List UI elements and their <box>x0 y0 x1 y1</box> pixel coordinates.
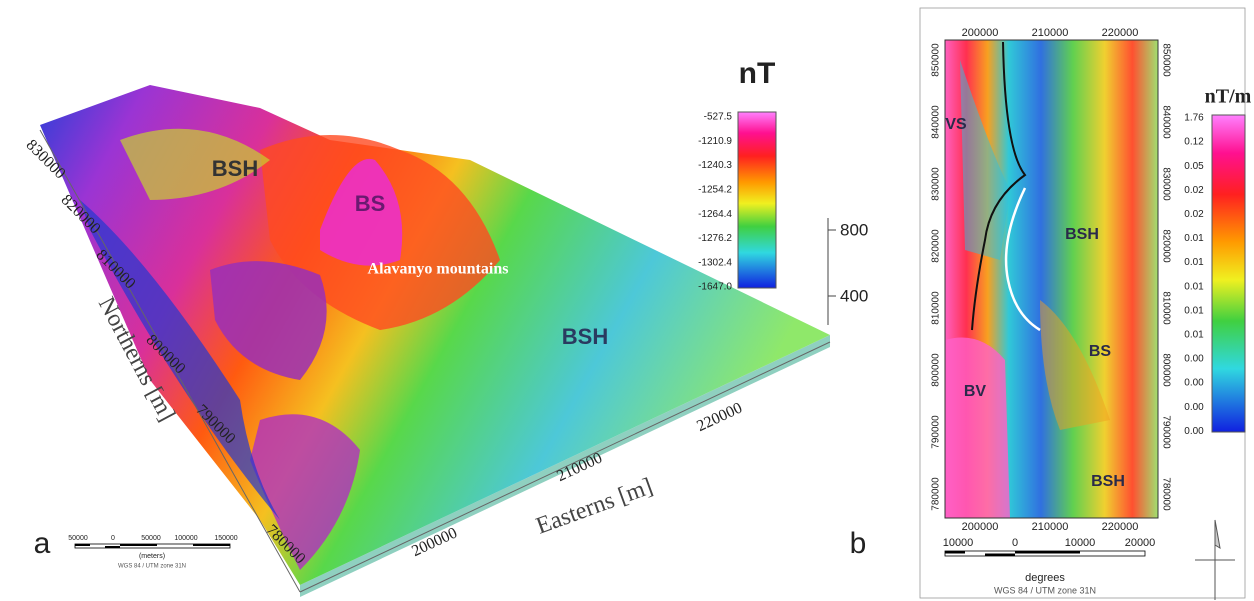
easting-tick-label: 210000 <box>1032 27 1069 39</box>
northing-tick-label: 800000 <box>1160 353 1171 387</box>
easting-tick-label: 220000 <box>1102 27 1139 39</box>
bv-zone <box>945 338 1010 519</box>
scale-tick-label: 100000 <box>174 535 197 542</box>
scale-tick-label: 0 <box>1012 537 1018 549</box>
colorbar-label: -527.5 <box>704 112 733 123</box>
region-label: VS <box>945 116 967 133</box>
easting-tick-label: 200000 <box>962 27 999 39</box>
region-label: BSH <box>562 324 608 349</box>
northing-tick-label: 830000 <box>931 167 942 201</box>
northing-tick-label: 810000 <box>931 291 942 325</box>
colorbar-label: 0.01 <box>1184 257 1204 268</box>
colorbar-label: 0.01 <box>1184 305 1204 316</box>
region-label: BSH <box>212 156 258 181</box>
northing-tick-label: 840000 <box>931 105 942 139</box>
colorbar-label: 0.05 <box>1184 161 1204 172</box>
colorbar-label: 0.00 <box>1184 378 1204 389</box>
colorbar-label: 0.01 <box>1184 330 1204 341</box>
scale-unit: (meters) <box>139 553 165 560</box>
scale-tick-label: 10000 <box>943 537 974 549</box>
figure: a nT -527.5 -1210.9 -1240.3 -1254.2 -1264.4 -12… <box>0 0 1254 601</box>
projection-label: WGS 84 / UTM zone 31N <box>118 564 186 570</box>
scale-tick-label: 50000 <box>141 535 161 542</box>
easting-tick-label: 210000 <box>1032 521 1069 533</box>
region-label: BS <box>1089 343 1112 360</box>
northing-tick-label: 790000 <box>1160 415 1171 449</box>
colorbar-label: -1210.9 <box>698 136 732 147</box>
northing-tick-label: 840000 <box>1160 105 1171 139</box>
region-label: BV <box>964 383 987 400</box>
colorbar-label: -1276.2 <box>698 233 732 244</box>
northing-tick-label: 790000 <box>931 415 942 449</box>
colorbar-label: 0.02 <box>1184 209 1204 220</box>
easting-axis-title: Easterns [m] <box>533 474 657 540</box>
colorbar-label: -1302.4 <box>698 257 732 268</box>
panel-letter: b <box>850 527 867 560</box>
colorbar-label: -1647.0 <box>698 282 732 293</box>
colorbar-label: 0.01 <box>1184 233 1204 244</box>
height-tick-label: 800 <box>840 220 868 239</box>
scale-tick-label: 10000 <box>1065 537 1096 549</box>
scale-bar <box>945 551 1145 556</box>
colorbar-label: -1240.3 <box>698 160 732 171</box>
northing-tick-label: 810000 <box>1160 291 1171 325</box>
region-label: BS <box>355 191 386 216</box>
northing-tick-label: 800000 <box>931 353 942 387</box>
scale-tick-label: 50000 <box>68 535 88 542</box>
scale-tick-label: 0 <box>111 535 115 542</box>
northing-tick-label: 820000 <box>931 229 942 263</box>
northing-tick-label: 850000 <box>931 43 942 77</box>
colorbar-label: -1254.2 <box>698 185 732 196</box>
northing-tick-label: 850000 <box>1160 43 1171 77</box>
scale-tick-label: 20000 <box>1125 537 1156 549</box>
projection-label: WGS 84 / UTM zone 31N <box>994 585 1096 595</box>
colorbar-label: 0.00 <box>1184 354 1204 365</box>
northing-tick-label: 820000 <box>1160 229 1171 263</box>
northing-tick-label: 780000 <box>931 477 942 511</box>
northing-tick-label: 780000 <box>1160 477 1171 511</box>
colorbar-unit: nT <box>739 57 776 90</box>
panel-letter: a <box>34 527 51 560</box>
colorbar <box>738 112 776 288</box>
colorbar-label: 0.12 <box>1184 137 1204 148</box>
region-label: BSH <box>1091 473 1125 490</box>
region-label: Alavanyo mountains <box>368 261 509 278</box>
easting-tick-label: 200000 <box>962 521 999 533</box>
colorbar-label: 0.00 <box>1184 426 1204 437</box>
scale-tick-label: 150000 <box>214 535 237 542</box>
height-tick-label: 400 <box>840 286 868 305</box>
easting-tick-label: 220000 <box>1102 521 1139 533</box>
colorbar-unit: nT/m <box>1205 86 1252 108</box>
colorbar-label: 0.00 <box>1184 402 1204 413</box>
colorbar <box>1212 115 1245 432</box>
colorbar-label: -1264.4 <box>698 209 732 220</box>
colorbar-label: 0.01 <box>1184 281 1204 292</box>
colorbar-label: 1.76 <box>1184 113 1204 124</box>
north-arrow <box>1195 520 1235 600</box>
region-label: BSH <box>1065 226 1099 243</box>
colorbar-label: 0.02 <box>1184 185 1204 196</box>
scale-bar <box>75 544 230 548</box>
northing-tick-label: 830000 <box>1160 167 1171 201</box>
scale-unit: degrees <box>1025 572 1065 584</box>
panel-b <box>920 8 1245 600</box>
